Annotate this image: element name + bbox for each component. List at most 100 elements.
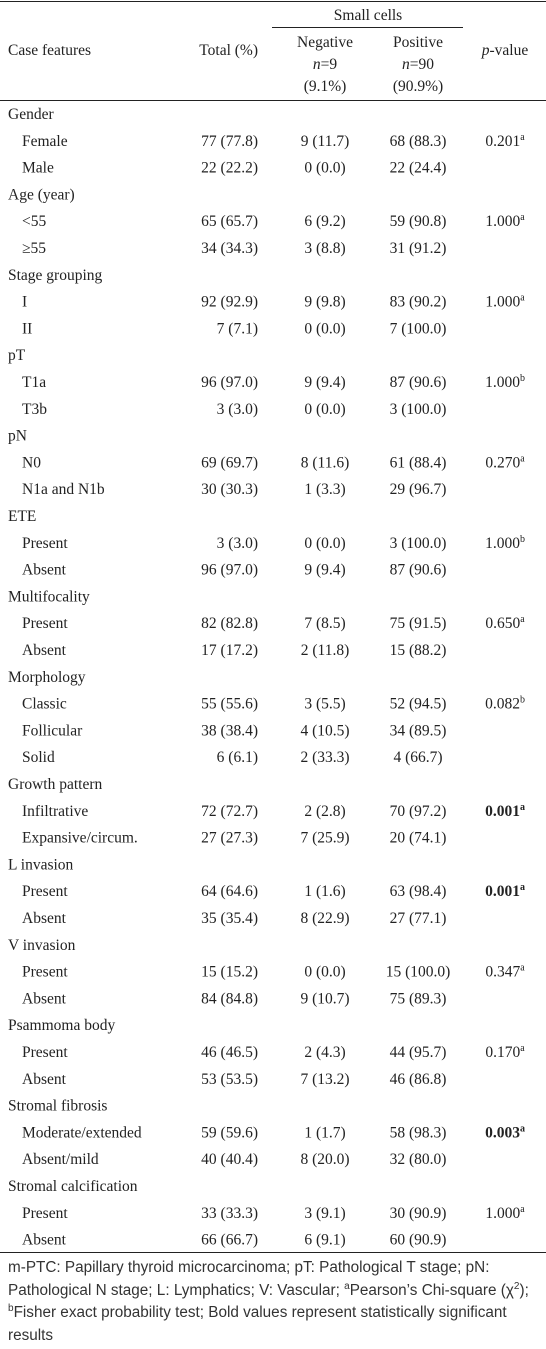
negative-cell: 7 (8.5) (304, 615, 345, 632)
p-value: 1.000 (485, 374, 520, 391)
positive-cell: 4 (66.7) (393, 749, 442, 766)
negative-cell: 9 (9.8) (304, 294, 345, 311)
group-label: Psammoma body (8, 1017, 115, 1034)
negative-cell: 7 (25.9) (300, 830, 349, 847)
p-value: 0.003 (485, 1124, 520, 1141)
positive-cell: 68 (88.3) (390, 133, 447, 150)
group-label: Stromal fibrosis (8, 1098, 107, 1115)
positive-cell: 58 (98.3) (390, 1124, 447, 1141)
row-label: Follicular (22, 722, 83, 739)
p-symbol: p (481, 42, 490, 59)
col-header: p-value (481, 42, 529, 59)
p-note: a (520, 1043, 525, 1054)
total-cell: 53 (53.5) (201, 1071, 258, 1088)
negative-cell: 4 (10.5) (300, 722, 349, 739)
positive-cell: 75 (89.3) (390, 990, 447, 1007)
total-cell: 92 (92.9) (201, 294, 258, 311)
row-label: II (22, 320, 32, 337)
positive-cell: 27 (77.1) (390, 910, 447, 927)
p-value: 1.000 (485, 535, 520, 552)
group-label: pN (8, 428, 27, 445)
positive-cell: 20 (74.1) (390, 830, 447, 847)
total-cell: 72 (72.7) (201, 803, 258, 820)
negative-cell: 9 (9.4) (304, 562, 345, 579)
p-value: 0.201 (485, 133, 520, 150)
total-cell: 84 (84.8) (201, 990, 258, 1007)
positive-cell: 83 (90.2) (390, 294, 447, 311)
total-cell: 46 (46.5) (201, 1044, 258, 1061)
footnote-text: ); (519, 1281, 529, 1299)
row-label: Absent (22, 642, 67, 659)
row-label: Present (22, 535, 68, 552)
p-value-cell: 1.000b (485, 373, 525, 391)
positive-cell: 63 (98.4) (390, 883, 447, 900)
total-cell: 35 (35.4) (201, 910, 258, 927)
p-note: a (520, 1204, 525, 1215)
p-note: b (520, 534, 525, 545)
row-label: Solid (22, 749, 55, 766)
total-cell: 59 (59.6) (201, 1124, 258, 1141)
p-value: 0.170 (485, 1044, 520, 1061)
p-value-cell: 0.170a (485, 1043, 525, 1061)
negative-cell: 1 (1.6) (304, 883, 345, 900)
p-value-cell: 0.082b (485, 695, 525, 713)
n-value: =90 (410, 56, 434, 73)
negative-cell: 2 (2.8) (304, 803, 345, 820)
total-cell: 65 (65.7) (201, 213, 258, 230)
group-label: Morphology (8, 669, 86, 686)
negative-cell: 3 (5.5) (304, 696, 345, 713)
p-value: 1.000 (485, 1205, 520, 1222)
positive-cell: 44 (95.7) (390, 1044, 447, 1061)
p-value: 1.000 (485, 213, 520, 230)
p-value-cell: 0.347a (485, 963, 525, 981)
positive-cell: 30 (90.9) (390, 1205, 447, 1222)
total-cell: 27 (27.3) (201, 830, 258, 847)
p-note: a (520, 212, 525, 223)
p-value: 0.001 (485, 883, 520, 900)
positive-cell: 3 (100.0) (390, 535, 447, 552)
p-note: a (520, 963, 525, 974)
total-cell: 82 (82.8) (201, 615, 258, 632)
negative-cell: 6 (9.1) (304, 1232, 345, 1249)
group-label: Age (year) (8, 186, 75, 203)
positive-cell: 46 (86.8) (390, 1071, 447, 1088)
positive-cell: 3 (100.0) (390, 401, 447, 418)
row-label: Absent/mild (22, 1151, 99, 1168)
row-label: Absent (22, 910, 67, 927)
negative-cell: 2 (33.3) (300, 749, 349, 766)
negative-cell: 3 (8.8) (304, 240, 345, 257)
positive-cell: 22 (24.4) (390, 160, 447, 177)
group-label: ETE (8, 508, 36, 525)
n-symbol: n (313, 56, 321, 73)
row-label: Absent (22, 1232, 67, 1249)
n-value: =9 (321, 56, 338, 73)
col-header: Total (%) (199, 42, 258, 59)
p-note: a (520, 132, 525, 143)
total-cell: 55 (55.6) (201, 696, 258, 713)
p-note: b (520, 373, 525, 384)
positive-cell: 31 (91.2) (390, 240, 447, 257)
group-label: V invasion (8, 937, 76, 954)
total-cell: 66 (66.7) (201, 1232, 258, 1249)
positive-cell: 29 (96.7) (390, 481, 447, 498)
p-value-cell: 1.000a (485, 293, 525, 311)
p-value: 0.082 (485, 696, 520, 713)
p-value-cell: 0.001a (485, 882, 525, 900)
positive-cell: 75 (91.5) (390, 615, 447, 632)
col-header: Negative (297, 34, 353, 51)
positive-cell: 52 (94.5) (390, 696, 447, 713)
total-cell: 69 (69.7) (201, 454, 258, 471)
footnote-text: m-PTC: Papillary thyroid microcarcinoma;… (8, 1259, 490, 1299)
p-note: a (520, 802, 525, 813)
total-cell: 22 (22.2) (201, 160, 258, 177)
footnote: m-PTC: Papillary thyroid microcarcinoma;… (8, 1257, 542, 1348)
negative-cell: 2 (11.8) (301, 642, 350, 659)
row-label: Moderate/extended (22, 1124, 142, 1141)
p-note: a (520, 882, 525, 893)
positive-cell: 15 (88.2) (390, 642, 447, 659)
negative-cell: 9 (9.4) (304, 374, 345, 391)
row-label: N0 (22, 454, 41, 471)
total-cell: 38 (38.4) (201, 722, 258, 739)
negative-cell: 9 (10.7) (300, 990, 349, 1007)
col-header: (90.9%) (393, 78, 443, 95)
